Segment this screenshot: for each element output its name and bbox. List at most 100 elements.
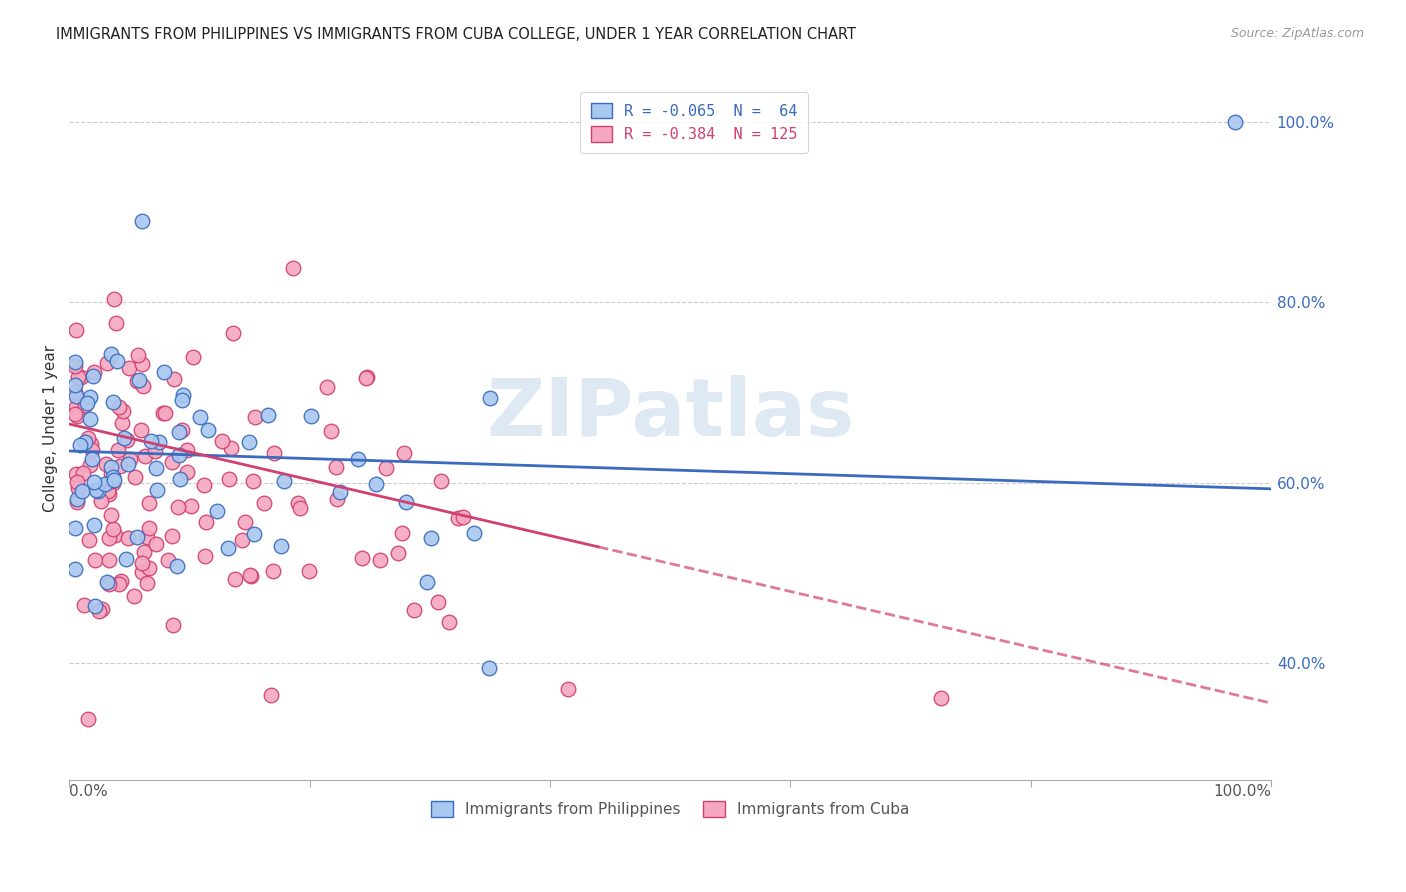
Text: ZIPatlas: ZIPatlas <box>486 376 855 453</box>
Point <box>66 494 89 508</box>
Point <box>402 603 425 617</box>
Point <box>299 409 322 423</box>
Point <box>114 552 136 566</box>
Point <box>394 445 416 459</box>
Point <box>80 452 103 467</box>
Point <box>222 326 245 341</box>
Point <box>205 504 228 518</box>
Point <box>132 545 155 559</box>
Point <box>929 691 952 706</box>
Point <box>429 475 451 489</box>
Point <box>125 374 148 388</box>
Point <box>87 483 110 498</box>
Point <box>478 661 501 675</box>
Point <box>325 459 347 474</box>
Point <box>146 483 169 497</box>
Point <box>73 398 96 412</box>
Point <box>170 392 193 407</box>
Point <box>79 458 101 472</box>
Point <box>172 387 194 401</box>
Point <box>224 572 246 586</box>
Point <box>1223 115 1246 129</box>
Point <box>65 359 87 374</box>
Point <box>148 435 170 450</box>
Point <box>242 475 264 489</box>
Point <box>84 599 107 614</box>
Point <box>364 477 387 491</box>
Point <box>260 688 283 702</box>
Point <box>107 400 129 414</box>
Point <box>105 354 128 368</box>
Point <box>66 409 89 424</box>
Point <box>451 510 474 524</box>
Point <box>356 370 378 384</box>
Point <box>103 473 125 487</box>
Point <box>420 531 443 545</box>
Point <box>194 516 217 530</box>
Point <box>194 549 217 563</box>
Point <box>65 467 87 481</box>
Point <box>415 574 437 589</box>
Point <box>167 448 190 462</box>
Point <box>97 484 120 499</box>
Point <box>263 446 285 460</box>
Text: 100.0%: 100.0% <box>1213 784 1271 799</box>
Point <box>90 494 112 508</box>
Point <box>79 390 101 404</box>
Point <box>110 416 132 430</box>
Point <box>290 500 312 515</box>
Point <box>101 474 124 488</box>
Point <box>239 567 262 582</box>
Point <box>188 409 211 424</box>
Point <box>132 379 155 393</box>
Point <box>131 565 153 579</box>
Text: 0.0%: 0.0% <box>69 784 108 799</box>
Point <box>101 475 124 490</box>
Point <box>135 575 157 590</box>
Point <box>273 475 295 489</box>
Point <box>156 552 179 566</box>
Point <box>162 455 184 469</box>
Point <box>233 515 256 529</box>
Point <box>72 466 94 480</box>
Point <box>163 372 186 386</box>
Point <box>77 712 100 726</box>
Point <box>127 530 149 544</box>
Point <box>395 495 418 509</box>
Point <box>166 559 188 574</box>
Point <box>100 508 122 523</box>
Point <box>98 532 121 546</box>
Point <box>76 396 98 410</box>
Point <box>100 467 122 481</box>
Point <box>145 460 167 475</box>
Point <box>101 523 124 537</box>
Point <box>138 560 160 574</box>
Point <box>138 521 160 535</box>
Point <box>83 552 105 566</box>
Point <box>391 525 413 540</box>
Point <box>80 437 103 451</box>
Point <box>73 435 96 450</box>
Point <box>115 434 138 448</box>
Y-axis label: College, Under 1 year: College, Under 1 year <box>44 345 58 512</box>
Point <box>84 483 107 497</box>
Point <box>169 472 191 486</box>
Point <box>437 615 460 629</box>
Point <box>375 461 398 475</box>
Point <box>70 369 93 384</box>
Point <box>136 530 159 544</box>
Legend: Immigrants from Philippines, Immigrants from Cuba: Immigrants from Philippines, Immigrants … <box>423 793 917 824</box>
Point <box>387 546 409 560</box>
Point <box>65 407 87 421</box>
Point <box>97 552 120 566</box>
Point <box>253 496 276 510</box>
Point <box>134 449 156 463</box>
Point <box>153 406 176 420</box>
Point <box>107 443 129 458</box>
Point <box>73 599 96 613</box>
Point <box>83 365 105 379</box>
Point <box>557 682 579 697</box>
Point <box>118 360 141 375</box>
Point <box>218 472 240 486</box>
Point <box>112 431 135 445</box>
